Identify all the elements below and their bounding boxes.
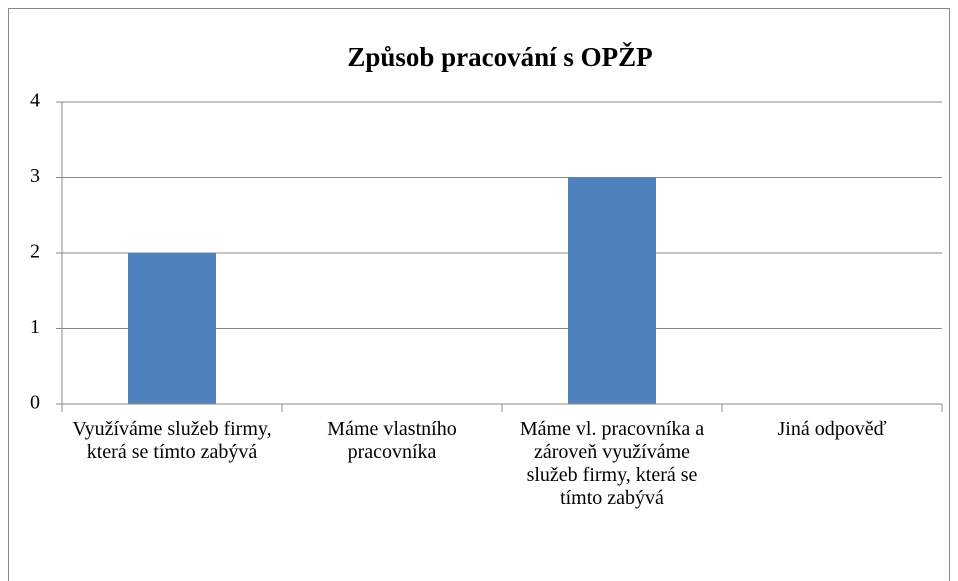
y-tick-label: 1 [30,316,40,338]
x-tick-label: Máme vl. pracovníka a zároveň využíváme … [519,418,705,509]
x-tick-label-box: Máme vlastního pracovníka [327,418,457,463]
y-tick-label: 4 [30,90,40,112]
y-tick-label: 3 [30,165,40,187]
chart-title: Způsob pracování s OPŽP [347,42,652,72]
x-tick-label: Máme vlastního pracovníka [327,418,457,463]
bar [568,177,656,404]
x-tick-label: Využíváme služeb firmy, která se tímto z… [72,418,272,463]
x-tick-label-box: Máme vl. pracovníka a zároveň využíváme … [519,418,705,509]
x-tick-label: Jiná odpověď [777,418,887,440]
y-tick-label: 0 [30,392,40,414]
x-tick-label-box: Využíváme služeb firmy, která se tímto z… [72,418,272,463]
x-tick-label-box: Jiná odpověď [777,418,887,440]
y-tick-label: 2 [30,241,40,263]
bar [128,253,216,404]
